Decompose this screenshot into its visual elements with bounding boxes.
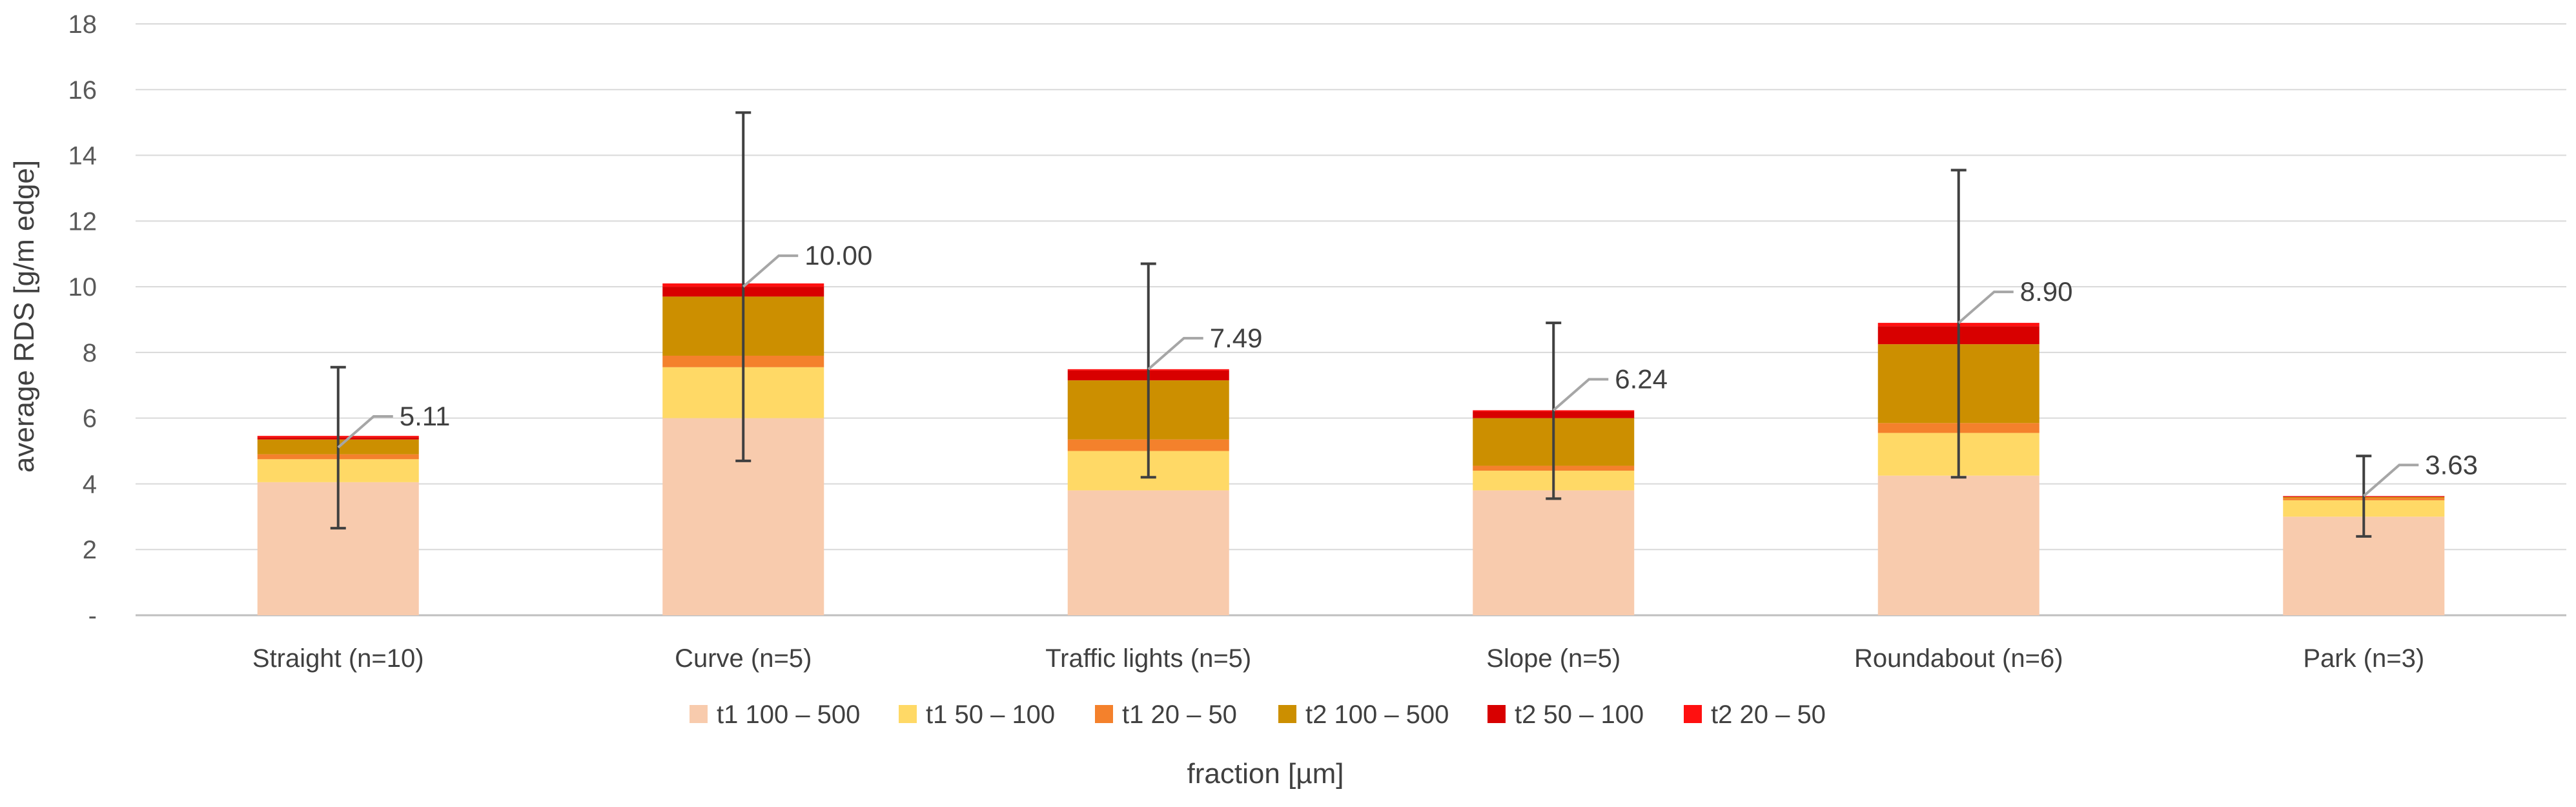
category-label: Straight (n=10) [252, 644, 424, 673]
legend-swatch [899, 705, 917, 723]
y-tick-label: 6 [83, 405, 97, 433]
y-tick-label: 2 [83, 536, 97, 564]
y-tick-label: 14 [68, 142, 97, 170]
y-tick-label: - [88, 602, 97, 630]
legend-label: t2 100 – 500 [1305, 700, 1449, 729]
y-tick-label: 16 [68, 76, 97, 105]
legend-swatch [1487, 705, 1506, 723]
legend-label: t2 20 – 50 [1711, 700, 1826, 729]
total-label: 6.24 [1615, 363, 1668, 394]
total-label: 10.00 [804, 240, 872, 271]
legend-label: t1 20 – 50 [1122, 700, 1237, 729]
category-label: Curve (n=5) [675, 644, 812, 673]
category-label: Traffic lights (n=5) [1045, 644, 1251, 673]
total-label: 3.63 [2425, 449, 2478, 480]
gridlines [136, 23, 2566, 617]
y-axis-title: average RDS [g/m edge] [8, 160, 40, 473]
y-axis-ticks: - 2 4 6 8 10 12 14 16 18 [68, 10, 97, 630]
total-label-leader [1147, 336, 1203, 371]
bar-segment [1067, 490, 1229, 615]
total-label-leader [742, 254, 799, 288]
total-label-leader [1552, 378, 1609, 411]
y-tick-label: 8 [83, 339, 97, 367]
y-tick-label: 4 [83, 470, 97, 498]
category-label: Park (n=3) [2303, 644, 2424, 673]
total-label-leader [2362, 464, 2419, 497]
bar-segment [1473, 490, 1635, 615]
error-bars [330, 111, 2372, 538]
legend-label: t1 50 – 100 [926, 700, 1055, 729]
y-tick-label: 10 [68, 273, 97, 301]
total-label-leader [1958, 291, 2014, 324]
total-label: 8.90 [2020, 276, 2073, 307]
total-labels: 5.11 10.00 7.49 6.24 8.90 3.63 [337, 240, 2478, 497]
legend-swatch [690, 705, 708, 723]
legend-swatch [1684, 705, 1702, 723]
category-label: Roundabout (n=6) [1854, 644, 2063, 673]
category-label: Slope (n=5) [1486, 644, 1620, 673]
total-label-leader [337, 414, 393, 449]
total-label: 5.11 [400, 401, 451, 431]
legend-label: t2 50 – 100 [1515, 700, 1644, 729]
legend-swatch [1278, 705, 1296, 723]
y-tick-label: 12 [68, 207, 97, 236]
total-label: 7.49 [1210, 323, 1263, 353]
legend-label: t1 100 – 500 [717, 700, 860, 729]
x-axis-title: fraction [µm] [1187, 758, 1344, 790]
x-axis-categories: Straight (n=10) Curve (n=5) Traffic lights… [252, 644, 2424, 673]
bar-segment [1877, 475, 2039, 615]
bars [257, 283, 2445, 615]
legend: t1 100 – 500 t1 50 – 100 t1 20 – 50 t2 100 … [690, 700, 1826, 729]
y-tick-label: 18 [68, 10, 97, 39]
legend-swatch [1095, 705, 1113, 723]
